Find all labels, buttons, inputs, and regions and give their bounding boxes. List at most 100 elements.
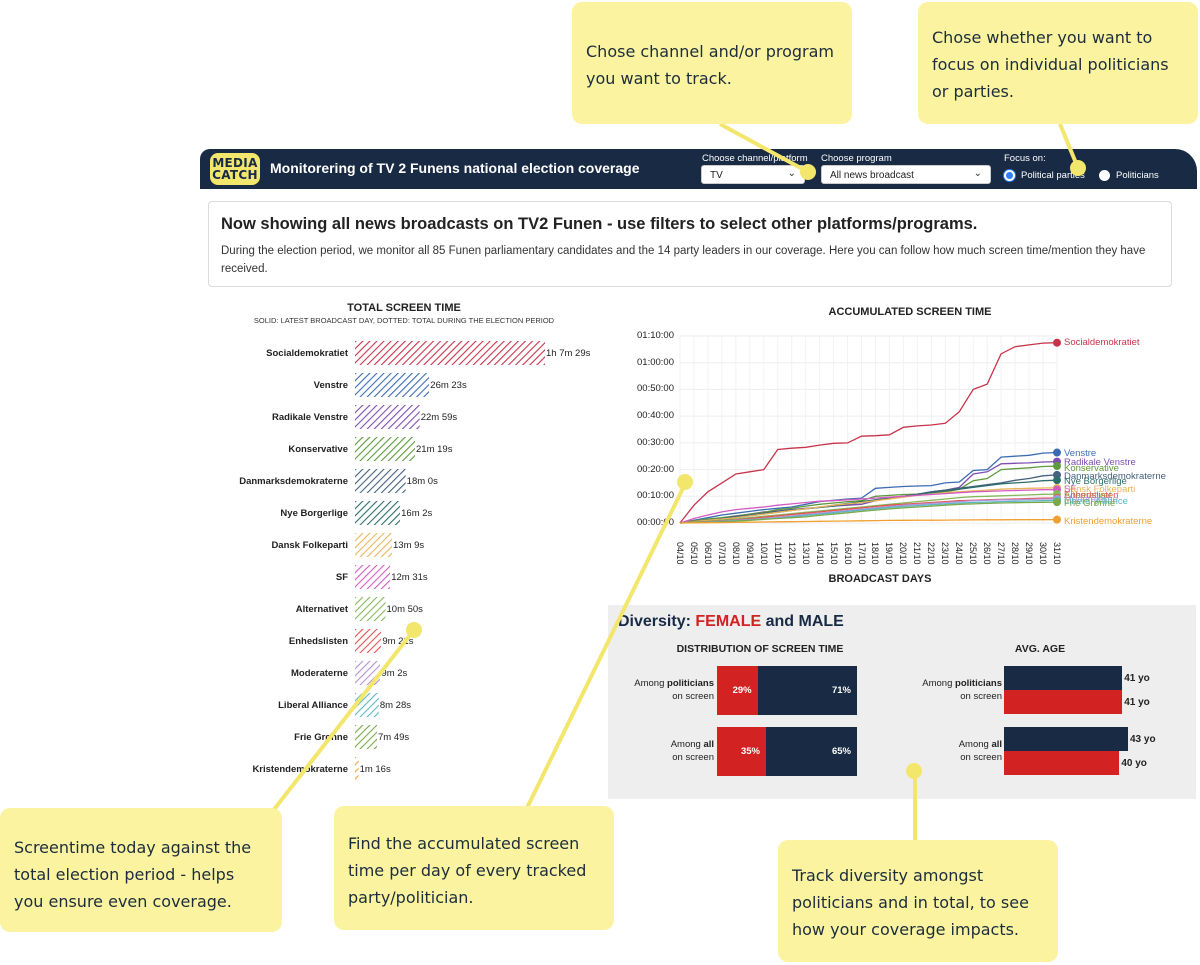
focus-label: Focus on: [1004,153,1046,164]
series-line [679,488,1058,524]
bar-value-label: 22m 59s [420,412,458,423]
series-line [679,493,1058,524]
connector-screentime [270,628,416,814]
bar[interactable] [355,597,386,621]
series-label: Kristendemokraterne [1064,516,1152,527]
series-end-point [1053,462,1061,471]
series-end-point [1053,338,1061,347]
annotation-dot-diversity [906,763,922,779]
bar[interactable] [355,533,393,557]
series-label: Moderaterne [1064,494,1118,505]
bar-value-label: 13m 9s [393,540,425,551]
y-tick-label: 00:00:00 [637,517,674,528]
y-tick-label: 00:40:00 [637,410,674,422]
series-label: Socialdemokratiet [1064,337,1140,348]
intro-body: During the election period, we monitor a… [221,245,1146,275]
series-line [679,518,1058,524]
program-label: Choose program [821,153,892,164]
series-end-point [1053,448,1061,457]
connector-channel [719,122,809,174]
series-line [679,451,1058,524]
callout-focus: Chose whether you want to focus on indiv… [918,2,1198,124]
bar[interactable] [355,341,545,365]
female-age-bar [1004,751,1120,775]
mediacatch-logo: MEDIA CATCH [210,153,260,185]
y-tick-label: 00:30:00 [637,436,674,448]
bar-value-label: 10m 50s [386,604,423,615]
bar-label: Frie Grønne [294,732,348,743]
bar[interactable] [355,565,391,589]
connector-accumulated [524,481,688,811]
bar-label: Dansk Folkeparti [271,540,348,551]
intro-heading: Now showing all news broadcasts on TV2 F… [221,215,978,233]
bar[interactable] [355,629,382,653]
male-age-value: 41 yo [1124,673,1150,684]
bar-value-label: 1m 16s [359,764,391,775]
bar-value-label: 26m 23s [430,380,467,391]
series-label: Danmarksdemokraterne [1064,471,1166,482]
bar-value-label: 8m 28s [379,700,411,711]
y-tick-label: 00:10:00 [637,490,674,502]
chevron-down-icon: ⌄ [973,168,982,179]
radio-politicians[interactable]: Politicians [1099,170,1159,181]
bar[interactable] [355,437,416,461]
intro-box: Now showing all news broadcasts on TV2 F… [208,201,1172,287]
bar-label: Socialdemokratiet [266,348,348,359]
male-age-bar [1004,666,1123,690]
diversity-title: Diversity: FEMALE and MALE [618,613,844,630]
total-screen-time-title: TOTAL SCREEN TIME [347,302,461,314]
bar[interactable] [355,405,420,429]
radio-unselected-icon [1099,170,1110,181]
y-tick-label: 01:10:00 [637,330,674,341]
series-label: Liberal Alliance [1064,496,1128,507]
y-tick-label: 00:50:00 [637,383,674,395]
y-tick-label: 00:20:00 [637,463,674,475]
female-age-bar [1004,690,1123,714]
callout-diversity: Track diversity amongst politicians and … [778,840,1058,962]
bar-label: Moderaterne [290,668,348,679]
bar-label: SF [335,572,348,583]
bar[interactable] [355,757,359,781]
chevron-down-icon: ⌄ [787,168,796,179]
y-tick-label: 01:00:00 [637,356,674,368]
bar[interactable] [355,373,430,397]
bar-label: Radikale Venstre [271,412,348,423]
series-label: Nye Borgerlige [1064,476,1127,487]
bar-value-label: 7m 49s [378,732,410,743]
callout-accumulated: Find the accumulated screen time per day… [334,806,614,930]
age-label-politicians: Among politicians on screen [922,678,1002,702]
bar[interactable] [355,469,406,493]
accumulated-xlabel: BROADCAST DAYS [828,573,932,585]
bar-value-label: 9m 2s [381,668,408,679]
bar-value-label: 12m 31s [391,572,428,583]
series-end-point [1053,476,1061,485]
annotation-dot-focus [1070,160,1086,176]
bar-label: Danmarksdemokraterne [239,476,348,487]
series-line [679,342,1058,524]
series-label: Enhedslisten [1064,490,1118,501]
radio-selected-icon [1004,170,1015,181]
bar[interactable] [355,725,377,749]
bar-value-label: 1h 7m 29s [546,348,591,359]
female-share-bar: 35% [717,727,766,776]
total-screen-time-subtitle: SOLID: LATEST BROADCAST DAY, DOTTED: TOT… [253,316,555,325]
distribution-title: DISTRIBUTION OF SCREEN TIME [676,643,844,655]
bar[interactable] [355,501,401,525]
female-age-value: 40 yo [1121,758,1147,769]
bar-label: Nye Borgerlige [280,508,348,519]
male-age-value: 43 yo [1130,734,1156,745]
bar-value-label: 9m 21s [382,636,414,647]
series-label: Dansk Folkeparti [1064,484,1135,495]
radio-political-parties[interactable]: Political parties [1004,170,1085,181]
bar-value-label: 21m 19s [416,444,453,455]
program-select[interactable]: All news broadcast ⌄ [821,165,991,184]
female-share-bar: 29% [717,666,758,715]
avg-age-title: AVG. AGE [1014,643,1066,655]
series-label: Radikale Venstre [1064,457,1136,468]
series-label: Konservative [1064,463,1119,474]
dist-label-all: Among all on screen [670,739,714,763]
bar-label: Enhedslisten [288,636,348,647]
page-title: Monitorering of TV 2 Funens national ele… [270,160,640,176]
app-header: MEDIA CATCH Monitorering of TV 2 Funens … [200,149,1197,189]
